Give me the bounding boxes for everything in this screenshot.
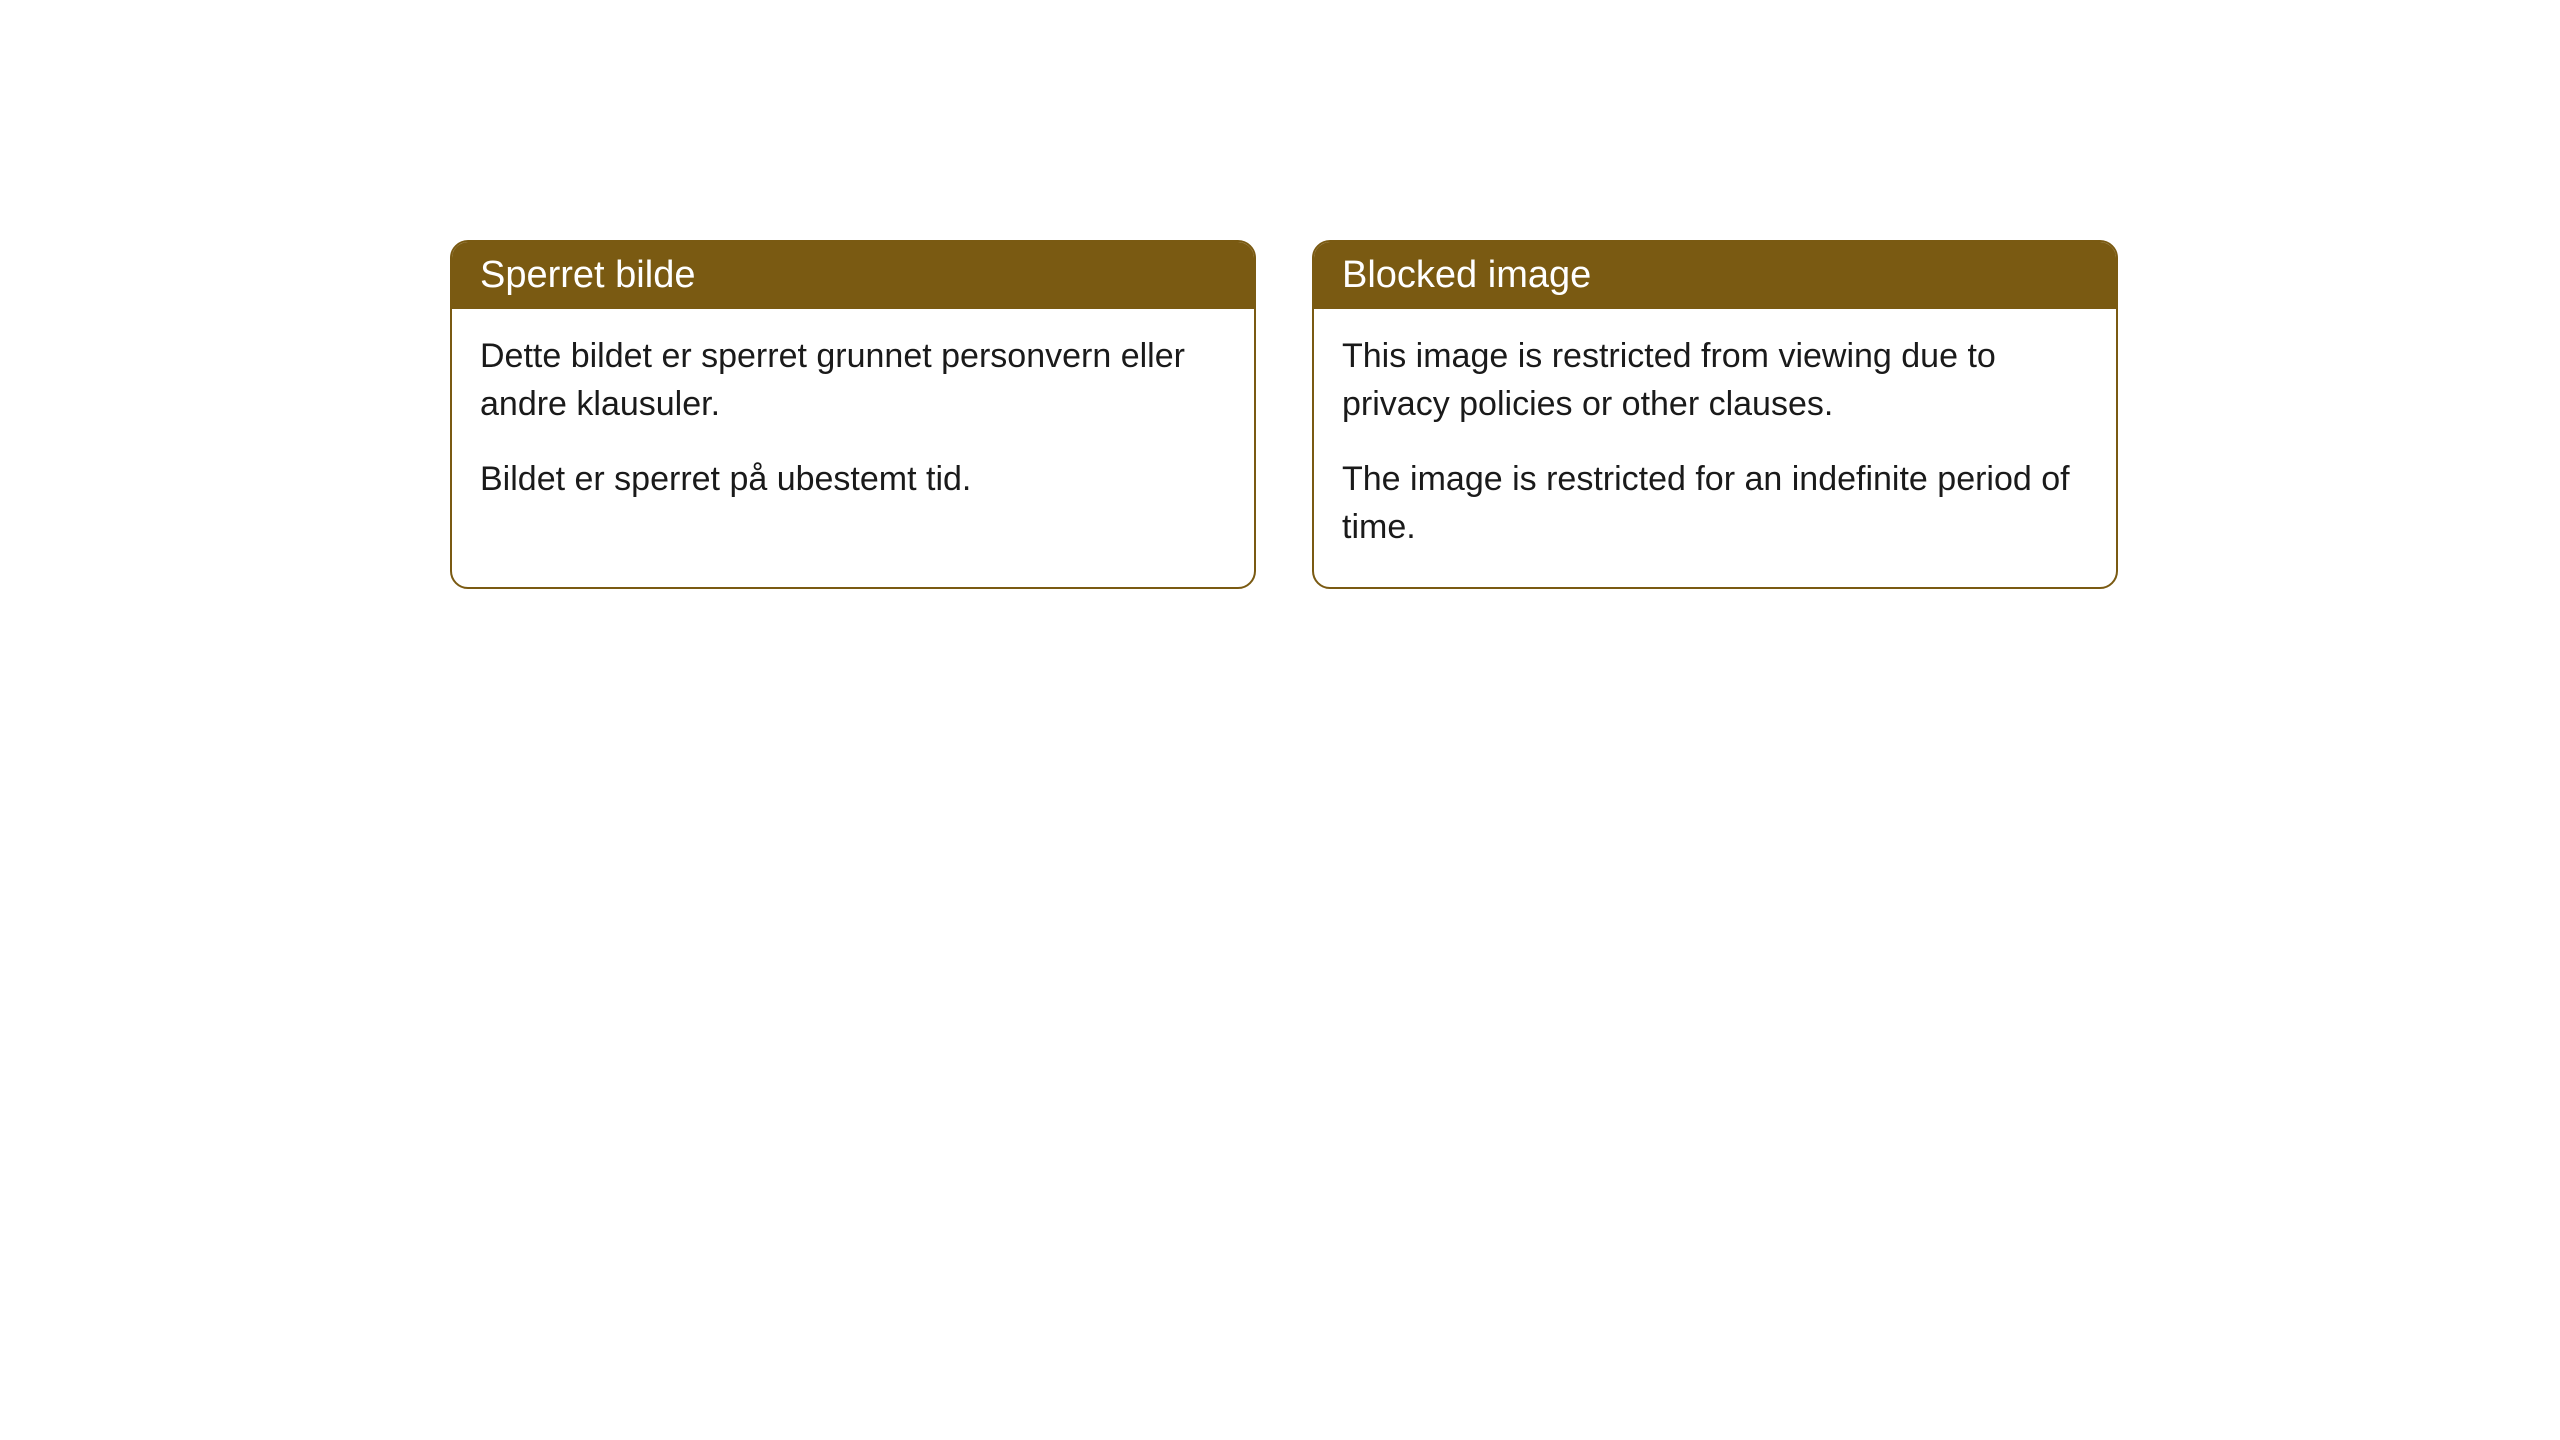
card-title-norwegian: Sperret bilde: [480, 254, 695, 296]
card-text-english-2: The image is restricted for an indefinit…: [1342, 456, 2088, 551]
card-text-norwegian-1: Dette bildet er sperret grunnet personve…: [480, 333, 1226, 428]
card-title-english: Blocked image: [1342, 254, 1591, 296]
blocked-image-card-norwegian: Sperret bilde Dette bildet er sperret gr…: [450, 240, 1256, 589]
notice-cards-container: Sperret bilde Dette bildet er sperret gr…: [450, 240, 2560, 589]
blocked-image-card-english: Blocked image This image is restricted f…: [1312, 240, 2118, 589]
card-header-norwegian: Sperret bilde: [452, 242, 1254, 309]
card-body-norwegian: Dette bildet er sperret grunnet personve…: [452, 309, 1254, 540]
card-text-english-1: This image is restricted from viewing du…: [1342, 333, 2088, 428]
card-body-english: This image is restricted from viewing du…: [1314, 309, 2116, 587]
card-text-norwegian-2: Bildet er sperret på ubestemt tid.: [480, 456, 1226, 504]
card-header-english: Blocked image: [1314, 242, 2116, 309]
